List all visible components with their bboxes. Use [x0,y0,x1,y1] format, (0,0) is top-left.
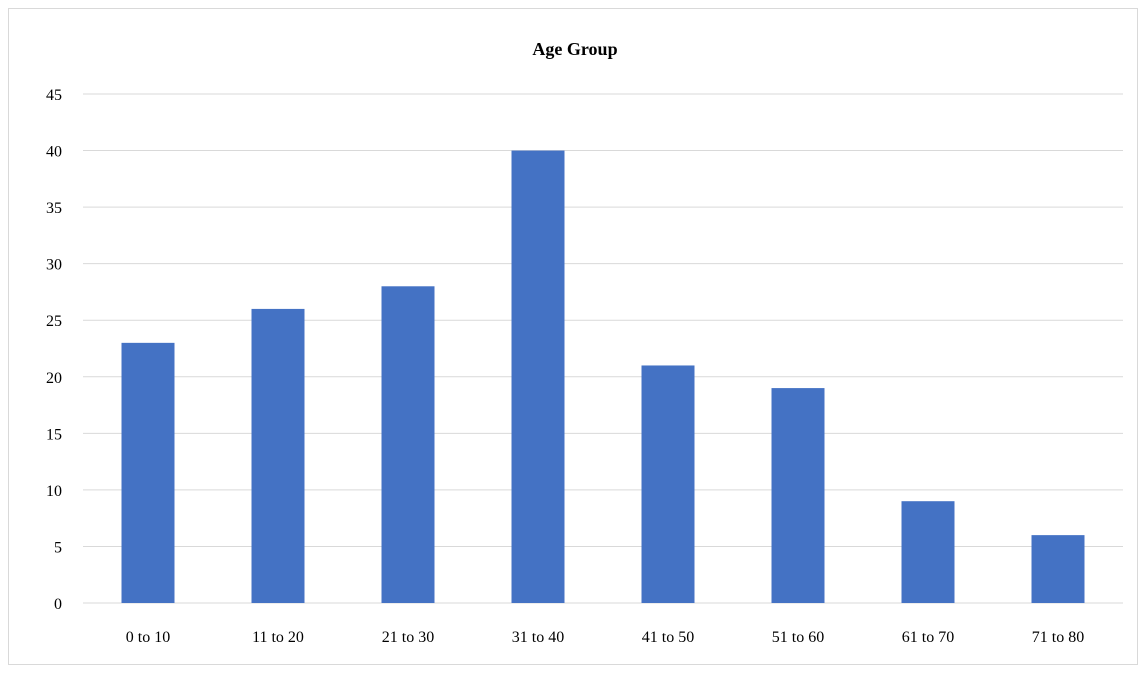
x-tick-label: 11 to 20 [252,629,304,646]
y-tick-label: 0 [54,596,62,613]
y-tick-label: 45 [46,87,62,104]
bar [641,365,695,603]
x-tick-label: 51 to 60 [772,629,824,646]
bar [901,501,955,603]
x-tick-label: 61 to 70 [902,629,954,646]
gridlines [83,93,1123,604]
x-tick-label: 0 to 10 [126,629,170,646]
y-tick-label: 20 [46,370,62,387]
bar [1031,535,1085,603]
y-tick-label: 25 [46,313,62,330]
y-tick-label: 10 [46,483,62,500]
y-axis-ticks: 0 5 10 15 20 25 30 35 40 45 [46,87,62,613]
bars [121,150,1085,604]
x-tick-label: 21 to 30 [382,629,434,646]
bar [771,388,825,603]
x-tick-label: 41 to 50 [642,629,694,646]
x-tick-label: 71 to 80 [1032,629,1084,646]
chart-title: Age Group [532,39,617,59]
y-tick-label: 5 [54,539,62,556]
bar [121,342,175,603]
bar [511,150,565,604]
y-tick-label: 40 [46,144,62,161]
x-tick-label: 31 to 40 [512,629,564,646]
y-tick-label: 30 [46,257,62,274]
bar [251,308,305,603]
x-axis-ticks: 0 to 10 11 to 20 21 to 30 31 to 40 41 to 50 5… [126,629,1084,646]
y-tick-label: 35 [46,200,62,217]
bar [381,286,435,603]
y-tick-label: 15 [46,426,62,443]
